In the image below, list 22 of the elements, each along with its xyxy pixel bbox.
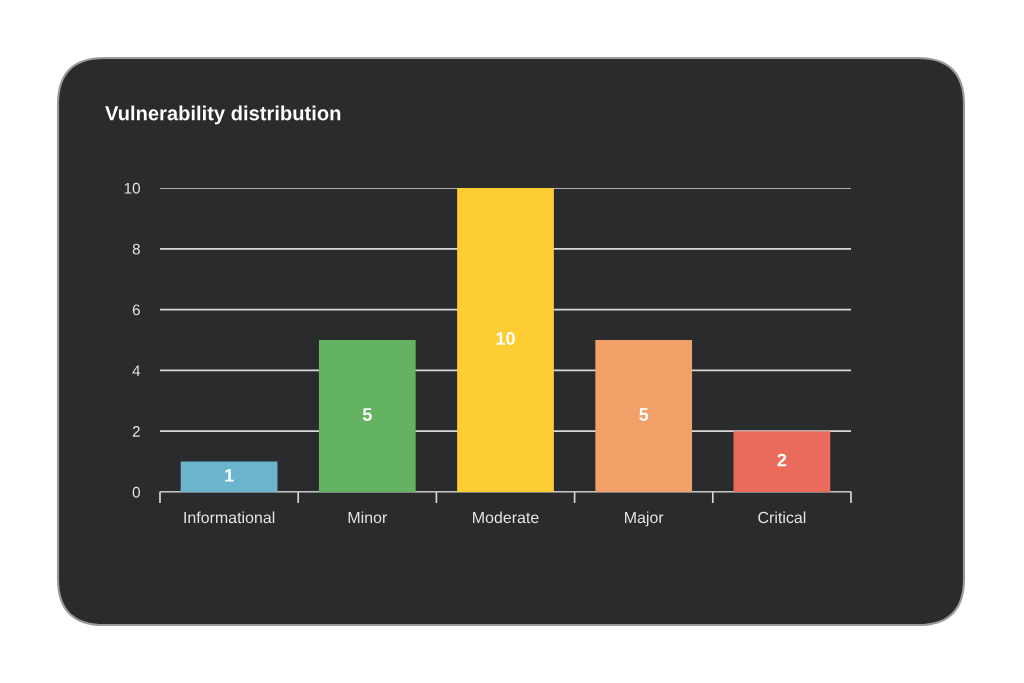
x-tick-label: Critical	[758, 511, 806, 524]
y-tick-label: 2	[132, 426, 140, 437]
x-tick-label: Moderate	[473, 511, 539, 524]
y-tick-label: 4	[132, 365, 141, 376]
x-tick-label: Informational	[184, 511, 275, 524]
data-label: 5	[639, 408, 649, 421]
bar	[457, 188, 554, 492]
bar	[180, 461, 278, 492]
x-tick-label: Minor	[348, 511, 388, 524]
y-tick-label: 8	[132, 243, 140, 255]
data-label: 5	[362, 408, 372, 421]
y-tick-label: 6	[132, 304, 140, 316]
data-label: 10	[496, 332, 515, 345]
chart-title: Vulnerability distribution	[105, 105, 341, 125]
bar	[318, 340, 416, 492]
bar	[733, 431, 831, 492]
data-label: 1	[225, 469, 234, 482]
data-label: 2	[777, 453, 787, 467]
x-tick-label: Major	[625, 511, 664, 527]
bar	[595, 340, 693, 492]
y-tick-label: 0	[132, 486, 140, 498]
y-tick-label: 10	[124, 182, 140, 194]
